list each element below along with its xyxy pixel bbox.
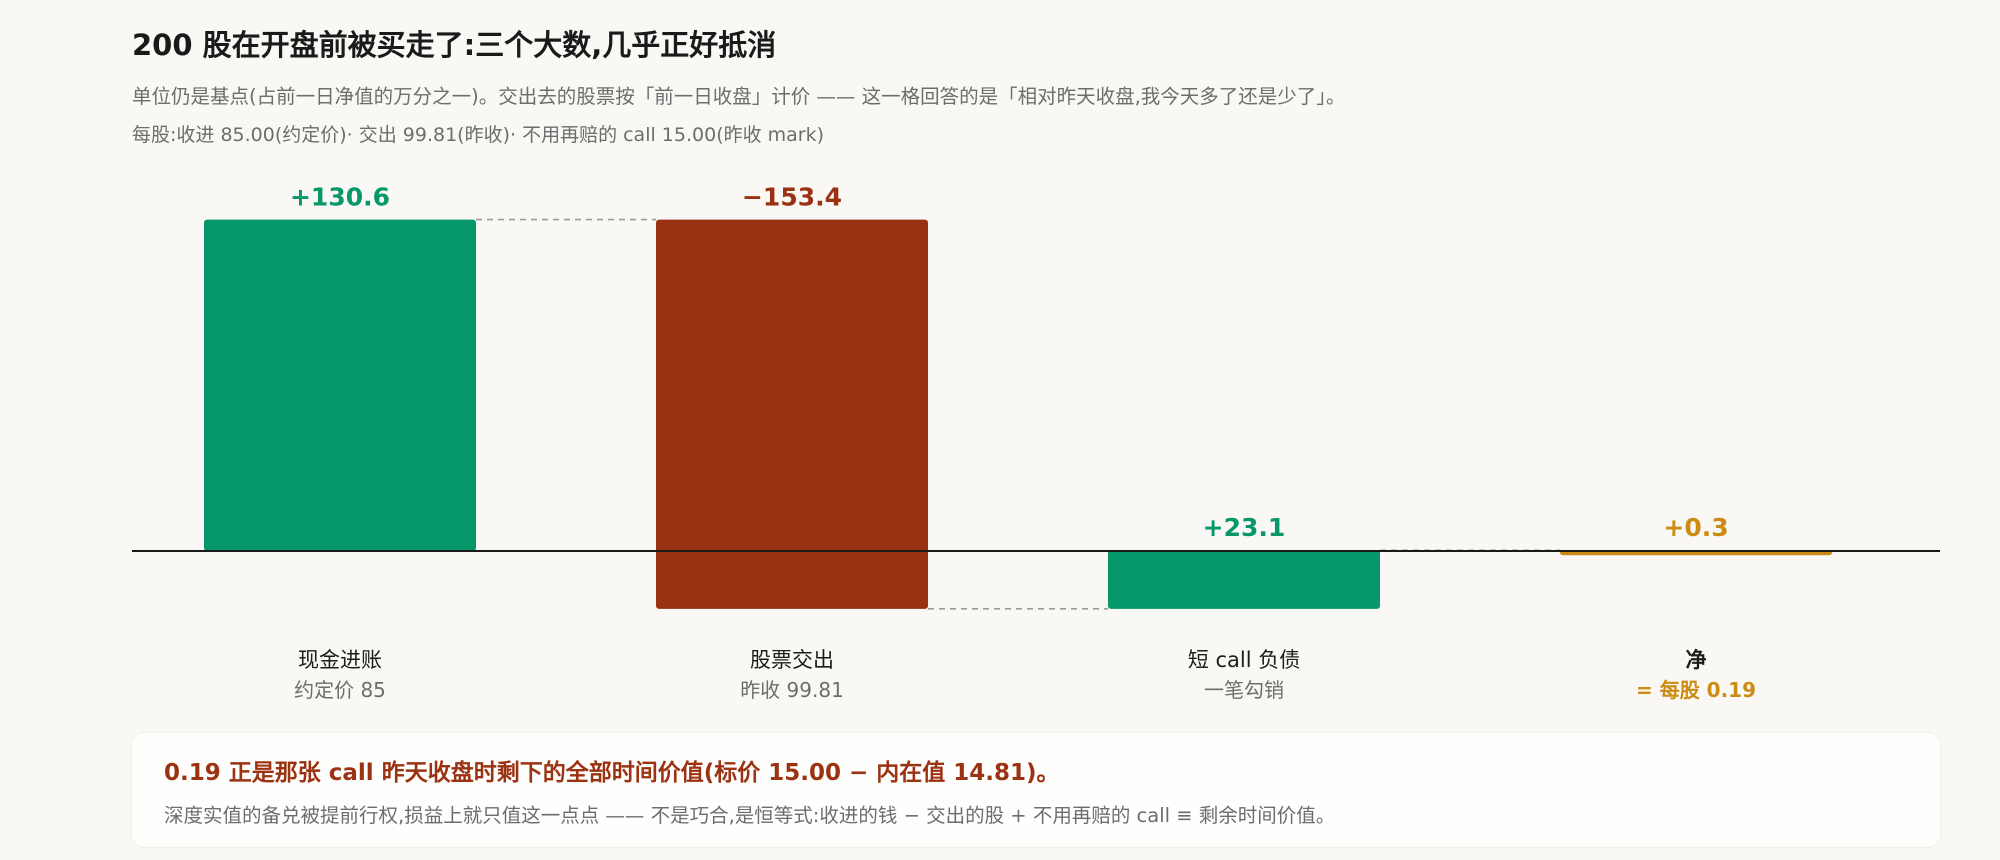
chart-title: 200 股在开盘前被买走了:三个大数,几乎正好抵消 [132,28,777,62]
bar [204,219,476,552]
callout-headline: 0.19 正是那张 call 昨天收盘时剩下的全部时间价值(标价 15.00 −… [164,760,1060,786]
category-label: 股票交出 [750,648,834,672]
category-label: 净 [1686,648,1707,672]
conclusion-callout: 0.19 正是那张 call 昨天收盘时剩下的全部时间价值(标价 15.00 −… [132,733,1940,847]
category-label: 现金进账 [298,648,382,672]
chart-subtitle: 单位仍是基点(占前一日净值的万分之一)。交出去的股票按「前一日收盘」计价 —— … [132,85,1346,108]
per-share-summary: 每股:收进 85.00(约定价)· 交出 99.81(昨收)· 不用再赔的 ca… [132,124,825,146]
value-label: +0.3 [1663,513,1728,542]
value-label: −153.4 [742,183,842,212]
category-label: 短 call 负债 [1188,648,1300,672]
bar [1108,550,1380,609]
value-label: +130.6 [290,183,390,212]
category-sublabel: 约定价 85 [294,678,386,702]
bar [656,219,928,609]
category-sublabel: 昨收 99.81 [740,678,844,702]
callout-note: 深度实值的备兑被提前行权,损益上就只值这一点点 —— 不是巧合,是恒等式:收进的… [164,804,1336,827]
category-sublabel: 一笔勾销 [1204,678,1284,702]
value-label: +23.1 [1203,513,1286,542]
category-sublabel: = 每股 0.19 [1636,678,1756,702]
